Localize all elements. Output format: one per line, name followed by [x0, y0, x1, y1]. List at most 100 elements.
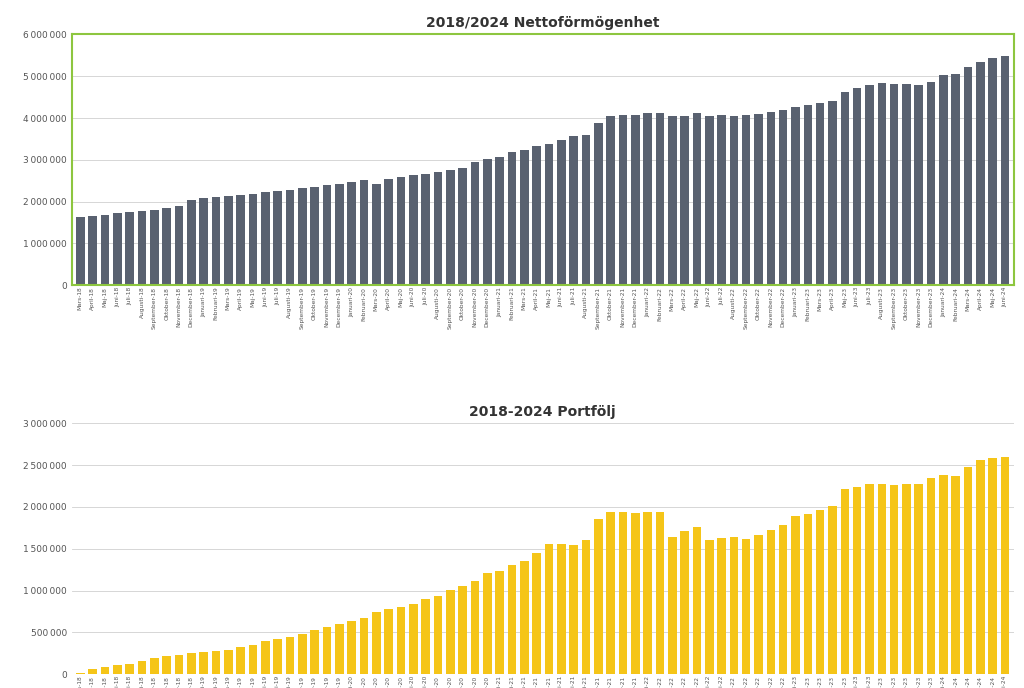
Bar [878, 484, 886, 674]
Bar [125, 664, 134, 674]
Bar [914, 85, 923, 286]
Bar [224, 196, 232, 286]
Bar [705, 539, 714, 674]
Bar [582, 135, 590, 286]
Bar [618, 115, 627, 286]
Bar [914, 484, 923, 674]
Bar [273, 191, 282, 286]
Bar [692, 113, 701, 286]
Bar [298, 634, 306, 674]
Bar [964, 467, 973, 674]
Bar [804, 514, 812, 674]
Bar [359, 180, 369, 286]
Bar [902, 484, 910, 674]
Bar [520, 150, 528, 286]
Bar [767, 112, 775, 286]
Bar [741, 539, 751, 674]
Bar [594, 519, 602, 674]
Bar [88, 216, 97, 286]
Bar [976, 460, 985, 674]
Bar [445, 171, 455, 286]
Bar [680, 116, 689, 286]
Bar [212, 197, 220, 286]
Bar [939, 75, 948, 286]
Bar [483, 572, 492, 674]
Bar [717, 538, 726, 674]
Bar [557, 544, 565, 674]
Bar [878, 83, 886, 286]
Bar [409, 603, 418, 674]
Bar [655, 512, 665, 674]
Bar [508, 152, 516, 286]
Bar [631, 513, 640, 674]
Bar [841, 92, 849, 286]
Bar [816, 510, 824, 674]
Bar [951, 74, 961, 286]
Bar [557, 140, 565, 286]
Bar [372, 184, 381, 286]
Bar [249, 194, 257, 286]
Bar [631, 115, 640, 286]
Bar [964, 67, 973, 286]
Bar [792, 107, 800, 286]
Title: 2018-2024 Portfölj: 2018-2024 Portfölj [469, 405, 616, 420]
Bar [237, 647, 245, 674]
Bar [1000, 56, 1010, 286]
Bar [988, 58, 997, 286]
Bar [668, 537, 677, 674]
Bar [310, 630, 318, 674]
Bar [113, 213, 122, 286]
Bar [175, 654, 183, 674]
Title: 2018/2024 Nettoförmögenhet: 2018/2024 Nettoförmögenhet [426, 17, 659, 30]
Bar [384, 610, 393, 674]
Bar [532, 552, 541, 674]
Bar [729, 116, 738, 286]
Bar [471, 581, 479, 674]
Bar [445, 590, 455, 674]
Bar [125, 212, 134, 286]
Bar [150, 210, 159, 286]
Bar [261, 193, 269, 286]
Bar [483, 159, 492, 286]
Bar [471, 162, 479, 286]
Bar [853, 487, 861, 674]
Bar [655, 113, 665, 286]
Bar [409, 175, 418, 286]
Bar [890, 485, 898, 674]
Bar [433, 173, 442, 286]
Bar [323, 185, 331, 286]
Bar [249, 645, 257, 674]
Bar [384, 179, 393, 286]
Bar [224, 649, 232, 674]
Bar [100, 667, 110, 674]
Bar [421, 599, 430, 674]
Bar [359, 618, 369, 674]
Bar [175, 206, 183, 286]
Bar [347, 182, 356, 286]
Bar [508, 565, 516, 674]
Bar [865, 484, 873, 674]
Bar [779, 526, 787, 674]
Bar [804, 105, 812, 286]
Bar [88, 669, 97, 674]
Bar [545, 544, 553, 674]
Bar [816, 103, 824, 286]
Bar [237, 195, 245, 286]
Bar [927, 477, 936, 674]
Bar [643, 512, 652, 674]
Bar [594, 123, 602, 286]
Bar [323, 627, 331, 674]
Bar [261, 641, 269, 674]
Bar [1000, 457, 1010, 674]
Bar [532, 146, 541, 286]
Bar [212, 651, 220, 674]
Bar [927, 82, 936, 286]
Bar [767, 530, 775, 674]
Bar [717, 115, 726, 286]
Bar [150, 658, 159, 674]
Bar [741, 115, 751, 286]
Bar [841, 489, 849, 674]
Bar [187, 200, 196, 286]
Bar [680, 531, 689, 674]
Bar [187, 654, 196, 674]
